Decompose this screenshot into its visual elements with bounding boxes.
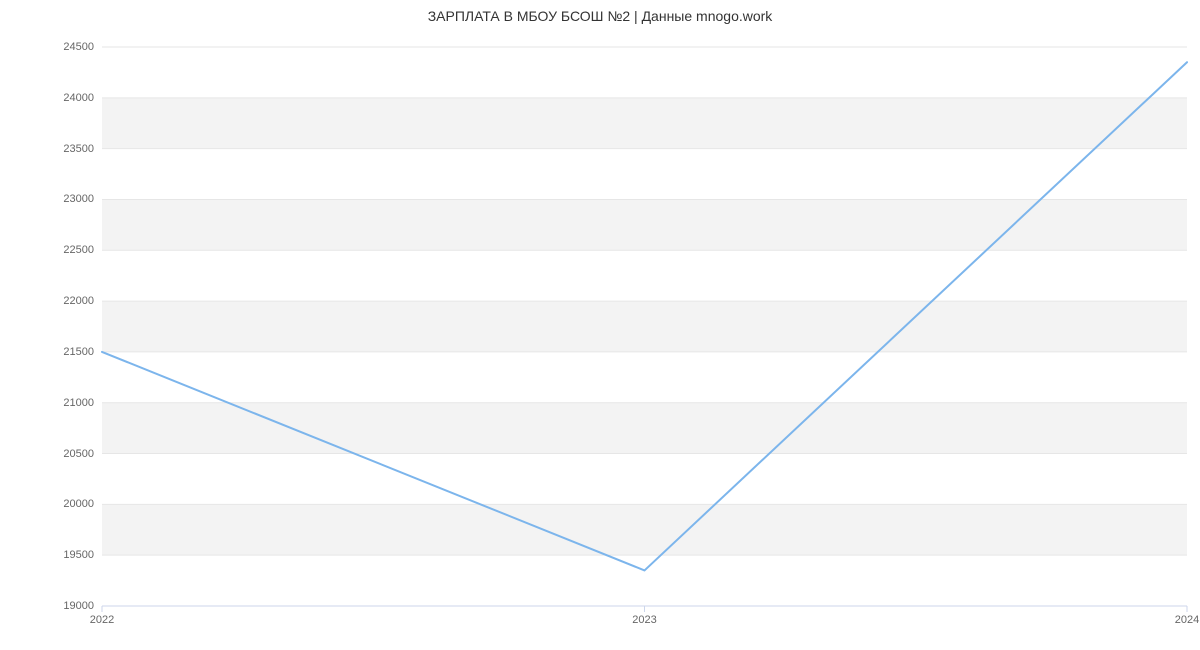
y-tick-label: 24000 [63,92,102,104]
plot-area: 1900019500200002050021000215002200022500… [102,47,1187,606]
x-tick-label: 2022 [90,606,114,626]
plot-band [102,504,1187,555]
y-tick-label: 24500 [63,41,102,53]
salary-line-chart: ЗАРПЛАТА В МБОУ БСОШ №2 | Данные mnogo.w… [0,0,1200,650]
x-tick-label: 2024 [1175,606,1199,626]
y-tick-label: 22000 [63,295,102,307]
y-tick-label: 19500 [63,549,102,561]
chart-title: ЗАРПЛАТА В МБОУ БСОШ №2 | Данные mnogo.w… [0,8,1200,24]
x-tick-label: 2023 [632,606,656,626]
plot-band [102,98,1187,149]
plot-svg [102,47,1187,606]
y-tick-label: 22500 [63,244,102,256]
plot-band [102,403,1187,454]
y-tick-label: 21500 [63,346,102,358]
y-tick-label: 20000 [63,498,102,510]
y-tick-label: 23000 [63,193,102,205]
y-tick-label: 21000 [63,397,102,409]
plot-band [102,301,1187,352]
y-tick-label: 20500 [63,448,102,460]
plot-band [102,199,1187,250]
y-tick-label: 23500 [63,143,102,155]
